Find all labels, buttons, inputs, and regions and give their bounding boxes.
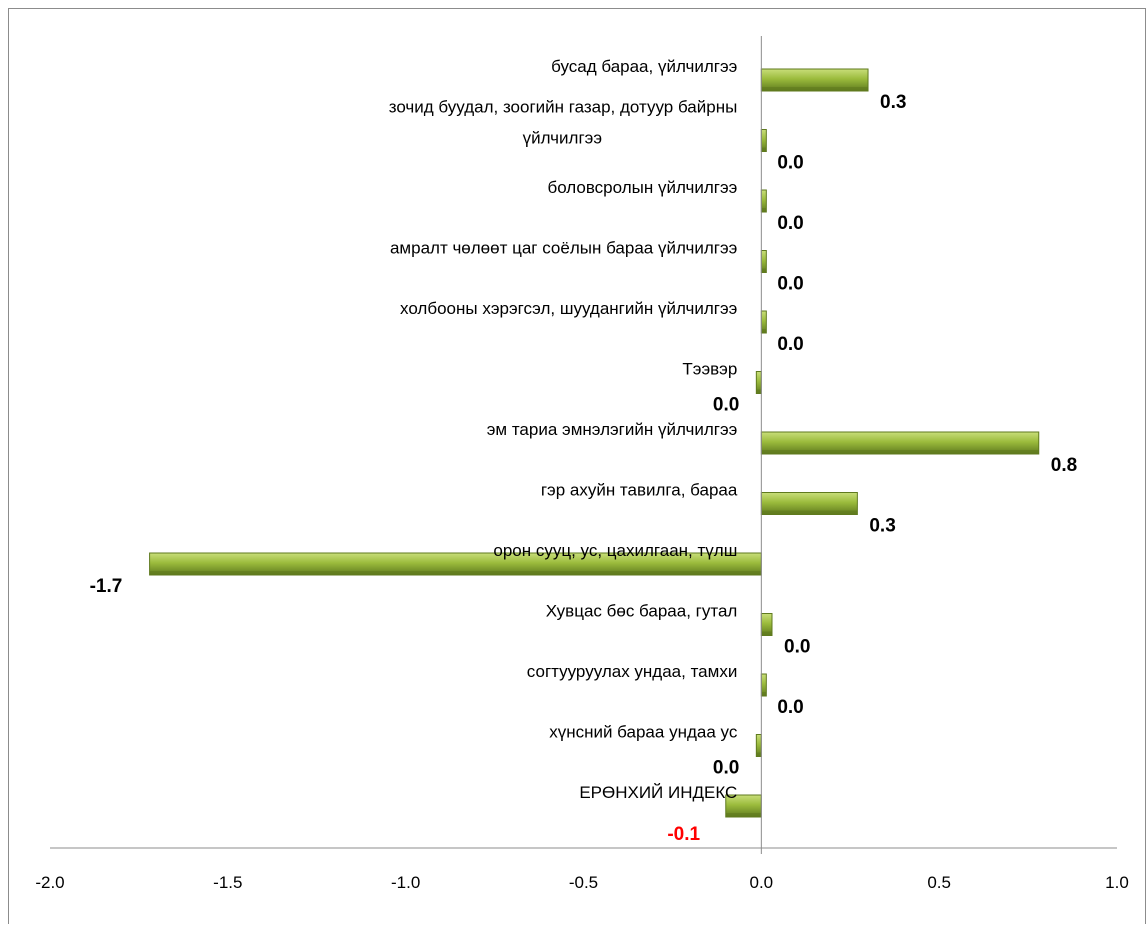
category-label: боловсролын үйлчилгээ (547, 178, 737, 197)
bar-shadow (761, 329, 767, 333)
bar-shadow (761, 631, 773, 636)
value-label: 0.0 (777, 153, 803, 174)
category-label: үйлчилгээ (523, 129, 602, 148)
x-tick-label: 0.5 (927, 873, 951, 892)
x-tick-label: 0.0 (750, 873, 774, 892)
bar-shadow (761, 87, 869, 91)
bar-shadow (149, 571, 762, 575)
bar-shadow (756, 389, 762, 394)
x-tick-label: -1.0 (391, 873, 420, 892)
value-label: 0.0 (777, 274, 803, 295)
category-label: гэр ахуйн тавилга, бараа (541, 481, 738, 500)
value-label: 0.0 (784, 637, 810, 658)
value-label: 0.0 (713, 395, 739, 416)
bar-shadow (761, 268, 767, 273)
value-label: 0.3 (880, 92, 906, 113)
x-tick-label: 1.0 (1105, 873, 1129, 892)
labels-layer: -2.0 -1.5 -1.0 -0.5 0.0 0.5 1.0 бусад бараа, үй… (35, 57, 1128, 892)
value-label: -0.1 (667, 824, 700, 845)
value-label: 0.8 (1051, 455, 1077, 476)
category-label: согтууруулах ундаа, тамхи (527, 662, 738, 681)
chart-frame (8, 8, 1146, 924)
category-label: эм тариа эмнэлэгийн үйлчилгээ (487, 420, 738, 439)
value-label: 0.0 (777, 213, 803, 234)
x-tick-label: -0.5 (569, 873, 598, 892)
bar-shadow (761, 450, 1039, 454)
axis-layer (50, 36, 1117, 854)
category-label: Тээвэр (682, 360, 737, 379)
value-label: 0.0 (777, 697, 803, 718)
category-label: амралт чөлөөт цаг соёлын бараа үйлчилгээ (390, 239, 737, 258)
category-label: бусад бараа, үйлчилгээ (551, 57, 737, 76)
category-label: ЕРӨНХИЙ ИНДЕКС (579, 783, 737, 802)
value-label: 0.3 (869, 516, 895, 537)
bar-shadow (761, 510, 858, 515)
category-label: Хувцас бөс бараа, гутал (546, 602, 738, 621)
bar-shadow (756, 752, 762, 757)
x-tick-label: -2.0 (35, 873, 64, 892)
bar-shadow (761, 692, 767, 696)
category-label: хүнсний бараа ундаа ус (549, 723, 738, 742)
bar-shadow (761, 147, 767, 152)
bar-shadow (761, 208, 767, 212)
bar-shadow (725, 813, 762, 817)
category-label: холбооны хэрэгсэл, шуудангийн үйлчилгээ (400, 299, 737, 318)
value-label: -1.7 (90, 576, 123, 597)
category-label: зочид буудал, зоогийн газар, дотуур байр… (389, 98, 738, 117)
bars-layer (149, 68, 1040, 818)
category-label: орон сууц, ус, цахилгаан, түлш (493, 541, 737, 560)
value-label: 0.0 (777, 334, 803, 355)
x-tick-label: -1.5 (213, 873, 242, 892)
value-label: 0.0 (713, 758, 739, 779)
